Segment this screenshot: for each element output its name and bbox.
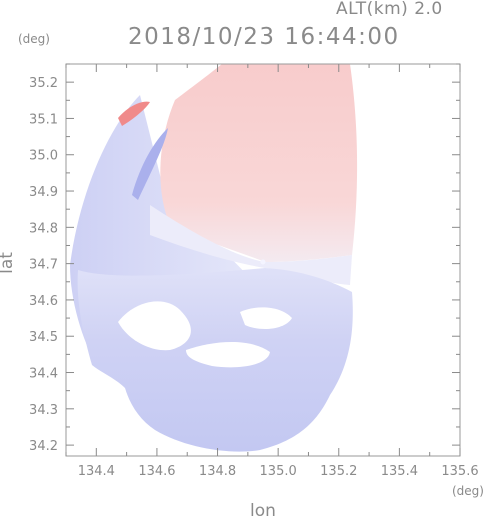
blue-streak (132, 128, 168, 200)
y-tick-label: 34.8 (29, 221, 58, 236)
x-tick-label: 134.6 (138, 464, 175, 479)
island-gap (186, 342, 270, 368)
lon-unit-label: (deg) (452, 484, 484, 498)
timestamp-title: 2018/10/23 16:44:00 (128, 24, 400, 50)
lon-axis-title: lon (250, 501, 276, 521)
y-tick-label: 34.2 (29, 439, 58, 454)
y-tick-label: 35.1 (29, 112, 58, 127)
tick-labels: 134.4 134.6 134.8 135.0 135.2 135.4 135.6 34.2 3… (29, 76, 479, 479)
strait-gap (240, 307, 292, 330)
x-tick-label: 135.6 (441, 464, 478, 479)
radar-center (260, 259, 266, 265)
x-tick-label: 135.4 (381, 464, 418, 479)
altitude-label: ALT(km) 2.0 (336, 0, 443, 19)
x-tick-label: 135.2 (320, 464, 357, 479)
x-tick-label: 134.8 (199, 464, 236, 479)
y-tick-label: 34.7 (29, 258, 58, 273)
red-north-region (160, 64, 358, 262)
y-tick-label: 35.2 (29, 76, 58, 91)
plot-frame (65, 63, 461, 457)
x-tick-label: 134.4 (78, 464, 115, 479)
x-tick-label: 135.0 (260, 464, 297, 479)
neutral-band (150, 205, 352, 285)
bay-gap (118, 301, 191, 351)
y-tick-label: 34.4 (29, 367, 58, 382)
y-tick-label: 34.3 (29, 403, 58, 418)
y-tick-label: 34.9 (29, 185, 58, 200)
radar-field (70, 64, 358, 452)
y-tick-label: 34.5 (29, 330, 58, 345)
lat-unit-label: (deg) (18, 32, 50, 46)
red-streak (118, 101, 150, 126)
y-tick-label: 34.6 (29, 294, 58, 309)
y-tick-label: 35.0 (29, 149, 58, 164)
tick-marks (65, 63, 461, 456)
